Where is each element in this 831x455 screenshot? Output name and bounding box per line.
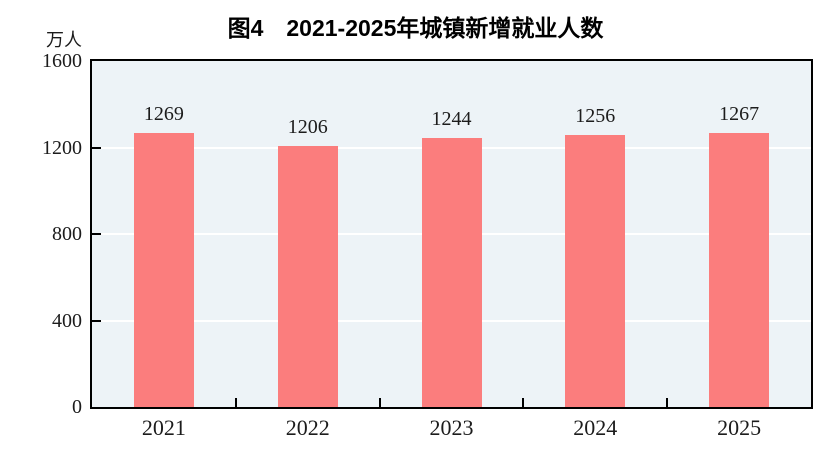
x-tick-label-2022: 2022 <box>285 415 330 440</box>
x-tick-label-2023: 2023 <box>429 415 474 440</box>
bar-2021 <box>133 132 194 407</box>
x-axis-tick-1 <box>234 398 237 407</box>
y-axis-tick-800 <box>92 233 101 235</box>
y-tick-label-400: 400 <box>52 309 82 332</box>
value-label-2024: 1256 <box>575 105 616 128</box>
x-tick-label-2021: 2021 <box>141 415 186 440</box>
x-axis-tick-2 <box>378 398 381 407</box>
y-axis-unit-label: 万人 <box>46 30 82 50</box>
bar-2023 <box>421 138 482 407</box>
y-tick-label-0: 0 <box>72 396 82 418</box>
value-label-2025: 1267 <box>719 103 760 126</box>
chart-title: 图4 2021-2025年城镇新增就业人数 <box>227 15 604 41</box>
x-tick-label-2024: 2024 <box>573 415 618 440</box>
y-tick-label-800: 800 <box>52 223 82 245</box>
value-label-2022: 1206 <box>287 116 328 139</box>
bar-2022 <box>277 146 338 407</box>
y-tick-label-1200: 1200 <box>42 136 82 159</box>
plot-area: 1269 1206 1244 1256 1267 <box>90 59 813 409</box>
y-axis-tick-400 <box>92 319 101 322</box>
x-axis-tick-3 <box>522 398 525 407</box>
value-label-2021: 1269 <box>143 102 184 125</box>
bar-2025 <box>709 133 770 407</box>
bar-2024 <box>565 135 626 407</box>
value-label-2023: 1244 <box>431 108 472 130</box>
x-axis-tick-4 <box>666 398 669 407</box>
y-axis-tick-1200 <box>92 146 101 149</box>
y-tick-label-1600: 1600 <box>42 50 82 72</box>
x-tick-label-2025: 2025 <box>717 415 762 440</box>
